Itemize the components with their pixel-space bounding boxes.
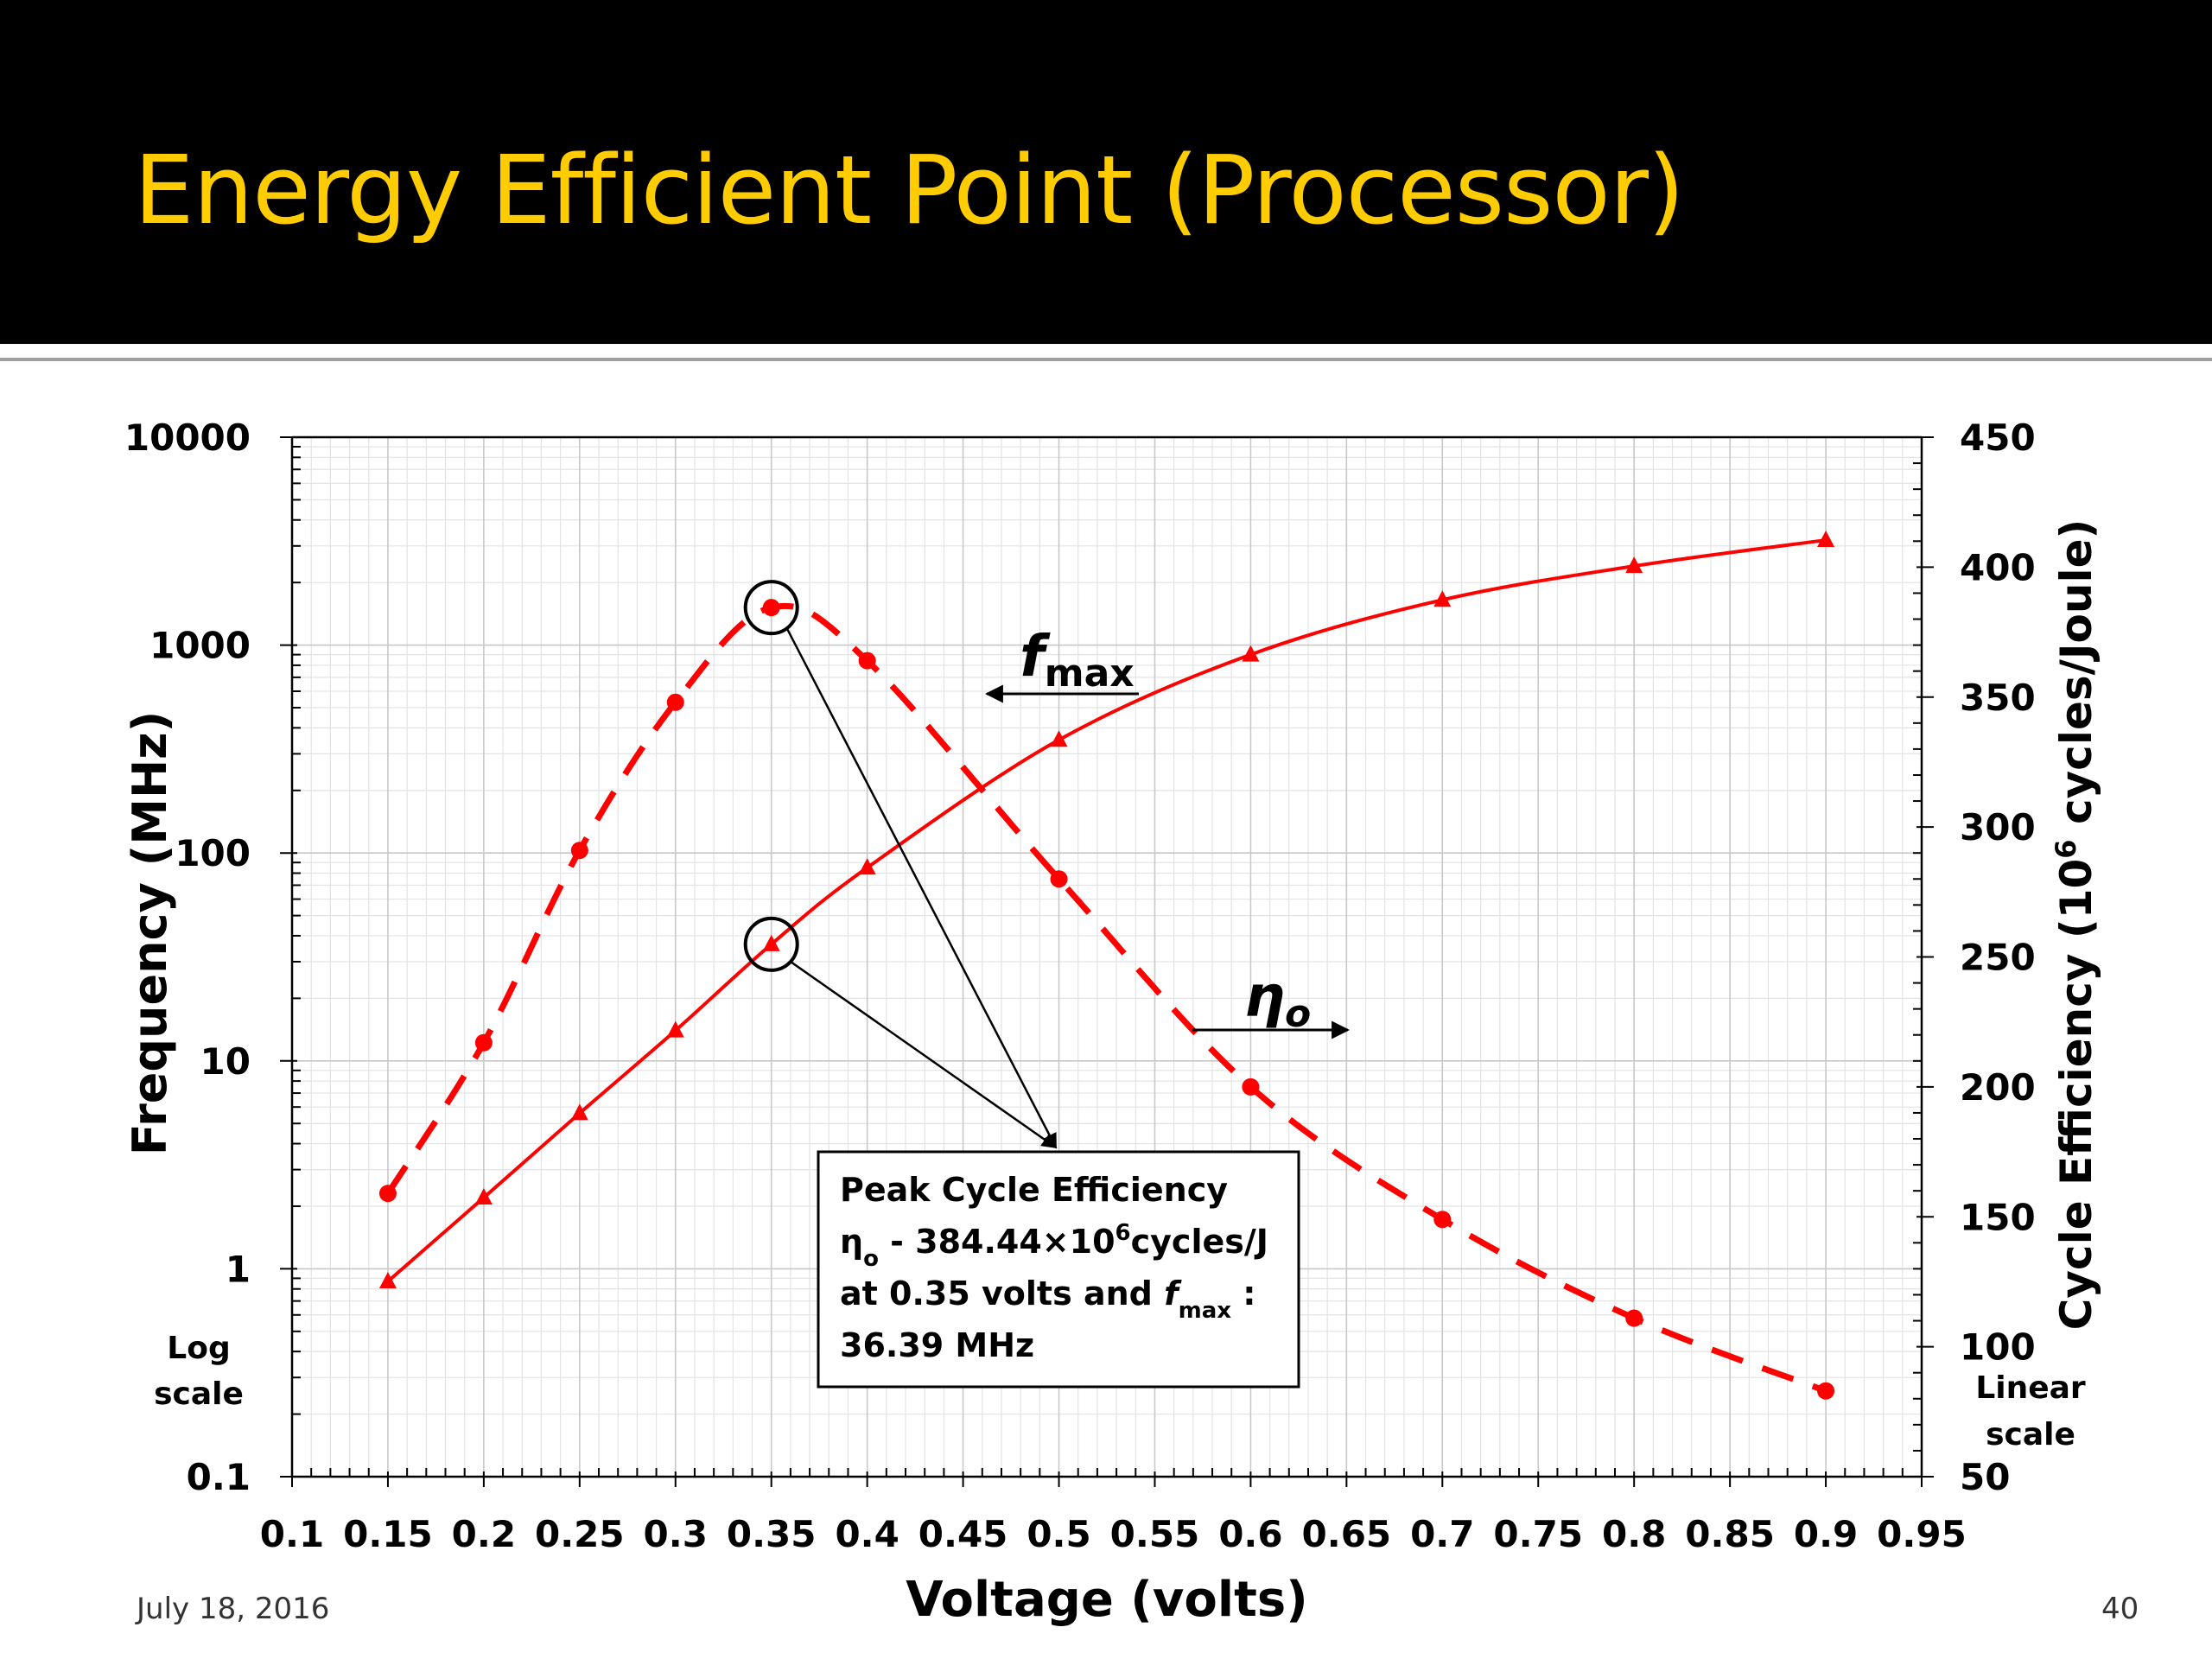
x-tick-label: 0.8 bbox=[1602, 1513, 1666, 1555]
data-point-eta bbox=[1242, 1077, 1260, 1096]
x-tick-label: 0.55 bbox=[1110, 1513, 1200, 1555]
data-point-fmax bbox=[762, 934, 780, 951]
right-scale-note: scale bbox=[1986, 1417, 2075, 1452]
data-point-fmax bbox=[666, 1020, 684, 1038]
x-tick-label: 0.35 bbox=[727, 1513, 817, 1555]
annotation-pointers bbox=[785, 627, 1058, 1149]
y-right-tick-label: 350 bbox=[1960, 677, 2036, 719]
title-bar bbox=[0, 0, 2212, 344]
right-scale-note: Linear bbox=[1975, 1370, 2086, 1406]
x-tick-label: 0.1 bbox=[260, 1513, 324, 1555]
peak-highlight bbox=[743, 580, 799, 972]
y-right-tick-label: 100 bbox=[1960, 1326, 2036, 1369]
data-point-fmax bbox=[1242, 645, 1260, 662]
series-line-fmax bbox=[386, 538, 1827, 1283]
y-left-tick-label: 100 bbox=[175, 832, 251, 874]
slide-title: Energy Efficient Point (Processor) bbox=[134, 135, 1685, 245]
annotation-line: Peak Cycle Efficiency bbox=[840, 1171, 1228, 1209]
x-axis-title: Voltage (volts) bbox=[906, 1572, 1308, 1628]
y-right-tick-label: 450 bbox=[1960, 416, 2036, 459]
x-tick-label: 0.9 bbox=[1794, 1513, 1858, 1555]
axes bbox=[290, 435, 1923, 1478]
pointer-line bbox=[789, 960, 1058, 1149]
data-point-eta bbox=[570, 842, 588, 860]
x-tick-label: 0.65 bbox=[1302, 1513, 1392, 1555]
x-tick-label: 0.4 bbox=[835, 1513, 899, 1555]
peak-circle-frequency bbox=[743, 916, 799, 972]
data-point-fmax bbox=[1433, 590, 1452, 607]
series-label-arrows bbox=[984, 684, 1351, 1039]
data-point-eta bbox=[666, 693, 684, 711]
x-tick-label: 0.15 bbox=[343, 1513, 433, 1555]
annotation-box: Peak Cycle Efficiency ηo - 384.44×106cycl… bbox=[817, 1150, 1300, 1389]
y-right-tick-label: 150 bbox=[1960, 1196, 2036, 1238]
y-left-tick-label: 10 bbox=[200, 1040, 251, 1083]
y-right-tick-label: 300 bbox=[1960, 806, 2036, 849]
data-point-eta bbox=[1050, 870, 1068, 888]
data-point-fmax bbox=[858, 858, 876, 875]
minor-gridlines bbox=[292, 437, 1922, 1477]
y-left-tick-label: 10000 bbox=[124, 416, 251, 459]
annotation-line: ηo - 384.44×106cycles/J bbox=[840, 1220, 1268, 1272]
annotation-line: 36.39 MHz bbox=[840, 1326, 1034, 1364]
tick-marks bbox=[280, 436, 1934, 1487]
x-tick-label: 0.95 bbox=[1877, 1513, 1967, 1555]
x-tick-label: 0.85 bbox=[1685, 1513, 1775, 1555]
left-scale-note: scale bbox=[154, 1376, 244, 1412]
x-tick-label: 0.2 bbox=[452, 1513, 516, 1555]
data-point-eta bbox=[1625, 1309, 1643, 1327]
data-point-eta bbox=[1433, 1211, 1452, 1229]
data-point-eta bbox=[474, 1033, 493, 1052]
series-eta bbox=[378, 599, 1835, 1400]
series-fmax bbox=[378, 531, 1835, 1288]
y-right-tick-label: 250 bbox=[1960, 937, 2036, 979]
y-right-axis-title: Cycle Efficiency (106 cycles/Joule) bbox=[2050, 519, 2101, 1331]
series-line-eta bbox=[385, 602, 1827, 1395]
left-scale-note: Log bbox=[167, 1331, 230, 1366]
x-tick-label: 0.7 bbox=[1410, 1513, 1474, 1555]
y-left-axis-title: Frequency (MHz) bbox=[123, 711, 177, 1156]
x-tick-label: 0.45 bbox=[918, 1513, 1008, 1555]
data-point-fmax bbox=[378, 1271, 397, 1288]
data-point-fmax bbox=[1817, 531, 1835, 548]
peak-circle-efficiency bbox=[743, 580, 799, 636]
data-point-eta bbox=[1817, 1382, 1835, 1400]
pointer-line bbox=[785, 627, 1058, 1149]
data-point-fmax bbox=[1625, 556, 1643, 574]
y-left-tick-label: 1000 bbox=[149, 625, 251, 667]
x-tick-label: 0.3 bbox=[644, 1513, 708, 1555]
x-tick-label: 0.5 bbox=[1027, 1513, 1090, 1555]
y-right-tick-label: 50 bbox=[1960, 1456, 2010, 1498]
annotation-frame bbox=[817, 1150, 1300, 1389]
series-label-eta: ηo bbox=[1244, 963, 1311, 1036]
slide-date: July 18, 2016 bbox=[137, 1592, 330, 1626]
title-divider bbox=[0, 358, 2212, 361]
x-tick-label: 0.6 bbox=[1218, 1513, 1282, 1555]
data-point-fmax bbox=[474, 1188, 493, 1205]
y-left-tick-label: 0.1 bbox=[187, 1456, 251, 1498]
data-point-eta bbox=[762, 599, 780, 617]
annotation-line: at 0.35 volts and fmax : bbox=[840, 1274, 1255, 1324]
data-point-fmax bbox=[1050, 730, 1068, 747]
y-right-tick-label: 200 bbox=[1960, 1066, 2036, 1109]
x-tick-label: 0.75 bbox=[1493, 1513, 1583, 1555]
data-point-fmax bbox=[570, 1103, 588, 1121]
y-right-tick-label: 400 bbox=[1960, 546, 2036, 588]
data-point-eta bbox=[858, 652, 876, 670]
data-point-eta bbox=[378, 1185, 397, 1203]
x-tick-label: 0.25 bbox=[535, 1513, 625, 1555]
slide-page-number: 40 bbox=[2101, 1592, 2139, 1626]
y-left-tick-label: 1 bbox=[226, 1248, 251, 1290]
